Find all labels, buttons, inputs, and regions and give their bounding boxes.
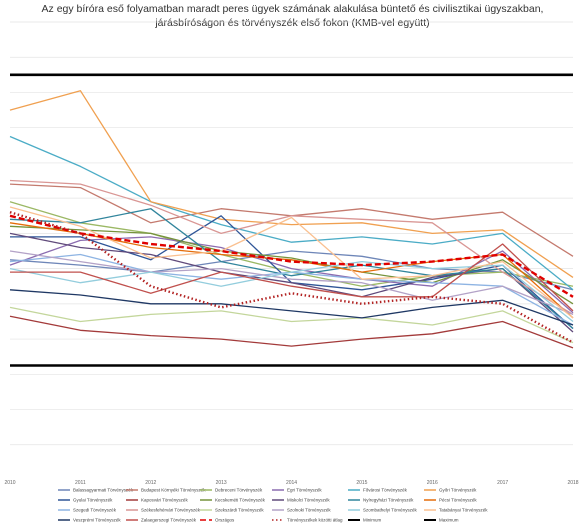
legend-label: Veszprémi Törvényszék <box>73 518 121 523</box>
legend-label: Minimum <box>363 518 382 523</box>
series-line-19 <box>10 243 574 312</box>
series-line-8 <box>9 225 574 305</box>
legend-label: Szekszárdi Törvényszék <box>215 508 264 513</box>
legend-label: Kaposvári Törvényszék <box>141 498 188 503</box>
legend-label: Törvényszékek közötti átlag <box>287 518 343 523</box>
legend-label: Székesfehérvári Törvényszék <box>141 508 201 513</box>
legend-label: Gyulai Törvényszék <box>73 498 113 503</box>
legend-label: Országos <box>215 518 235 523</box>
legend-label: Balassagyarmati Törvényszék <box>73 488 134 493</box>
series-line-15 <box>9 250 574 316</box>
series-line-17 <box>9 206 574 319</box>
x-tick-label: 2012 <box>145 480 156 486</box>
legend-label: Tatabányai Törvényszék <box>439 508 488 513</box>
series-line-9 <box>9 232 574 333</box>
legend-label: Pécsi Törvényszék <box>439 498 477 503</box>
series-lines <box>9 73 574 367</box>
x-tick-label: 2010 <box>4 480 15 486</box>
series-line-7 <box>9 315 574 349</box>
series-line-21 <box>9 211 574 344</box>
legend-label: Győri Törvényszék <box>439 488 477 493</box>
legend-label: Debreceni Törvényszék <box>215 488 263 493</box>
x-tick-label: 2015 <box>356 480 367 486</box>
x-tick-label: 2018 <box>567 480 578 486</box>
legend: Balassagyarmati Törvényszék Budapest Körn… <box>58 488 488 523</box>
grid-lines <box>10 21 573 446</box>
x-tick-label: 2016 <box>427 480 438 486</box>
series-line-14 <box>9 306 574 344</box>
chart-title-line-1: Az egy bíróra eső folyamatban maradt per… <box>41 3 544 15</box>
series-line-5 <box>9 90 574 278</box>
x-tick-label: 2017 <box>497 480 508 486</box>
legend-label: Szombathelyi Törvényszék <box>363 508 417 513</box>
legend-label: Miskolci Törvényszék <box>287 498 330 503</box>
legend-label: Fővárosi Törvényszék <box>363 488 408 493</box>
series-line-3 <box>9 236 574 314</box>
series-line-18 <box>9 289 574 326</box>
legend-label: Szegedi Törvényszék <box>73 508 117 513</box>
series-line-20 <box>9 214 574 298</box>
legend-label: Nyíregyházi Törvényszék <box>363 498 414 503</box>
x-tick-label: 2014 <box>286 480 297 486</box>
series-line-2 <box>9 201 574 287</box>
chart-title: Az egy bíróra eső folyamatban maradt per… <box>0 2 585 30</box>
x-tick-label: 2011 <box>75 480 86 486</box>
legend-label: Maximum <box>439 518 459 523</box>
legend-label: Kecskeméti Törvényszék <box>215 498 266 503</box>
legend-label: Zalaegerszegi Törvényszék <box>141 518 197 523</box>
series-line-13 <box>9 179 574 315</box>
series-line-10 <box>9 208 574 329</box>
x-tick-label: 2013 <box>216 480 227 486</box>
series-line-4 <box>9 135 574 291</box>
x-axis: 2010 2011 2012 2013 2014 2015 2016 2017 2018 <box>4 480 578 486</box>
legend-label: Szolnoki Törvényszék <box>287 508 331 513</box>
legend-label: Budapest Környéki Törvényszék <box>141 488 206 493</box>
legend-label: Egri Törvényszék <box>287 488 322 493</box>
chart-title-line-2: járásbíróságon és törvényszék első fokon… <box>155 17 430 29</box>
